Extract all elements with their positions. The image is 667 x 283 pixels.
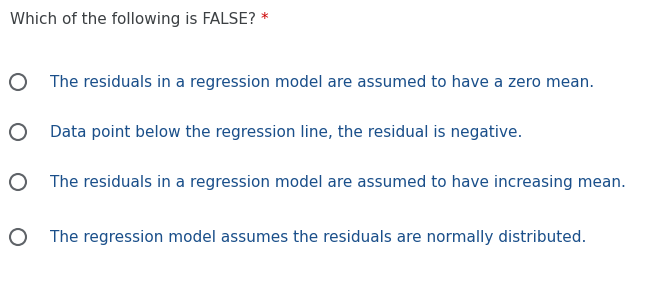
Text: The residuals in a regression model are assumed to have a zero mean.: The residuals in a regression model are …	[50, 75, 594, 90]
Text: *: *	[261, 12, 269, 27]
Text: The residuals in a regression model are assumed to have increasing mean.: The residuals in a regression model are …	[50, 175, 626, 190]
Text: Which of the following is FALSE?: Which of the following is FALSE?	[10, 12, 261, 27]
Text: Data point below the regression line, the residual is negative.: Data point below the regression line, th…	[50, 125, 522, 140]
Text: The regression model assumes the residuals are normally distributed.: The regression model assumes the residua…	[50, 230, 586, 245]
